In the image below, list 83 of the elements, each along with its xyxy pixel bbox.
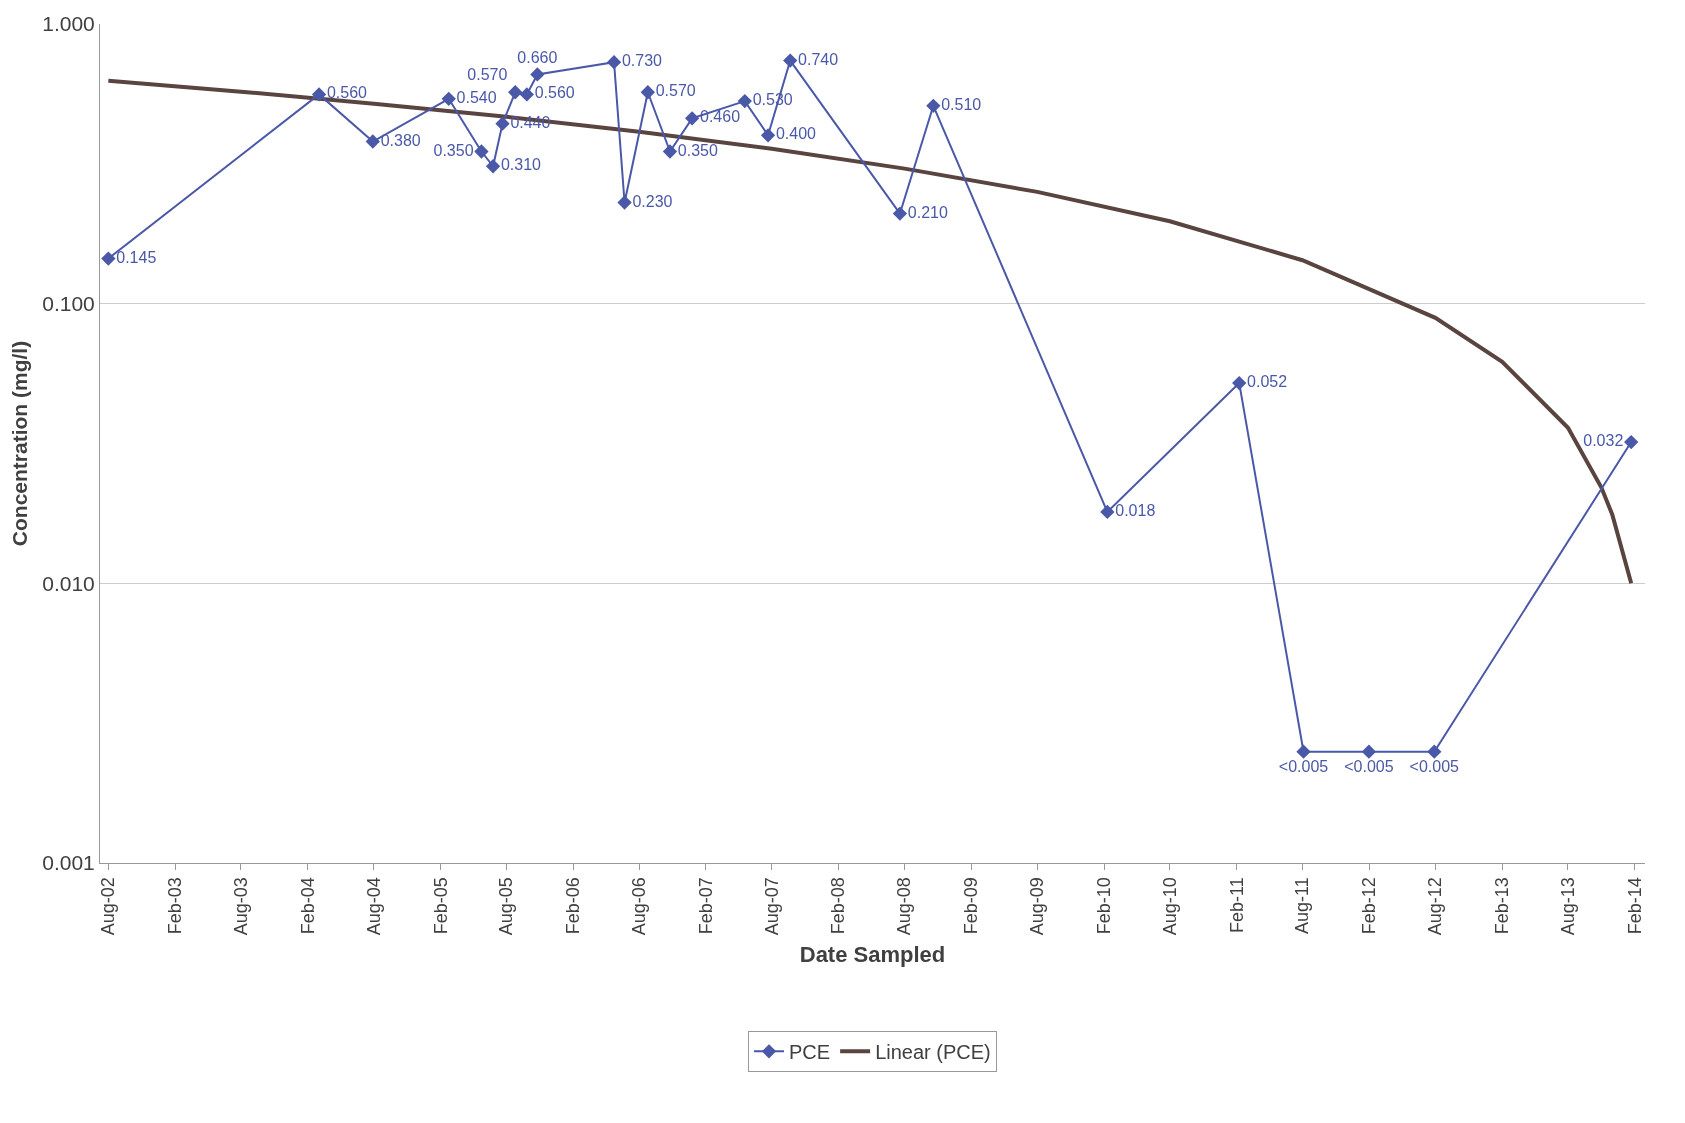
data-label: 0.210: [907, 203, 948, 221]
x-tick-label: Feb-04: [297, 877, 318, 935]
point: [684, 111, 700, 126]
y-tick-label: 0.001: [42, 851, 95, 875]
point: [441, 91, 456, 106]
data-label: 0.570: [655, 82, 696, 100]
y-tick-label: 0.010: [42, 571, 95, 595]
point: [926, 98, 941, 113]
x-tick-label: Aug-13: [1557, 877, 1578, 936]
data-label: <0.005: [1278, 757, 1329, 775]
point: [760, 128, 776, 143]
point: [1296, 744, 1311, 759]
x-tick-label: Feb-07: [695, 877, 716, 935]
data-label: 0.052: [1247, 373, 1288, 391]
legend-label: PCE: [789, 1041, 831, 1064]
point: [311, 87, 327, 102]
point: [1427, 744, 1442, 759]
data-label: <0.005: [1409, 757, 1460, 775]
data-label: 0.560: [534, 84, 575, 102]
x-tick-label: Aug-09: [1027, 877, 1048, 936]
data-label: 0.018: [1115, 501, 1156, 519]
point: [474, 144, 489, 159]
data-label: 0.560: [326, 84, 368, 102]
data-label: 0.145: [116, 248, 157, 266]
x-tick-label: Aug-04: [363, 877, 384, 936]
x-tick-label: Feb-08: [828, 877, 849, 935]
data-label: 0.310: [500, 156, 542, 174]
x-tick-label: Feb-12: [1359, 877, 1380, 935]
data-label: 0.380: [380, 131, 421, 149]
data-label: 0.510: [941, 95, 982, 113]
data-label: 0.032: [1583, 432, 1624, 450]
point: [519, 87, 534, 102]
x-tick-label: Aug-12: [1425, 877, 1446, 936]
x-tick-label: Feb-05: [430, 877, 451, 935]
point: [783, 53, 798, 68]
data-label: 0.230: [632, 192, 673, 210]
x-tick-label: Feb-11: [1226, 877, 1247, 933]
point: [365, 134, 380, 149]
point: [1624, 434, 1639, 450]
point: [1100, 504, 1115, 520]
y-tick-label: 0.100: [42, 292, 95, 316]
point: [737, 93, 752, 109]
data-label: 0.350: [677, 141, 718, 159]
x-tick-label: Aug-03: [230, 877, 251, 936]
x-tick-label: Aug-05: [496, 877, 517, 936]
x-tick-label: Aug-06: [628, 877, 649, 936]
point: [530, 67, 545, 82]
y-tick-label: 1.000: [42, 12, 95, 36]
x-tick-label: Aug-10: [1159, 877, 1180, 936]
data-label: 0.570: [467, 66, 508, 84]
x-tick-label: Aug-11: [1292, 877, 1313, 934]
x-tick-label: Aug-02: [98, 877, 119, 936]
data-label: 0.400: [775, 125, 817, 143]
data-label: 0.350: [433, 141, 474, 159]
x-axis-title: Date Sampled: [799, 942, 946, 968]
x-tick-label: Feb-14: [1624, 877, 1645, 935]
legend-label: Linear (PCE): [875, 1041, 991, 1064]
point: [640, 85, 655, 100]
point: [495, 116, 510, 131]
data-label: 0.460: [700, 108, 741, 126]
data-label: 0.740: [798, 50, 839, 68]
line-series: [106, 78, 1634, 586]
data-label: 0.730: [621, 52, 663, 70]
point: [1232, 375, 1247, 391]
data-label: <0.005: [1344, 757, 1394, 775]
x-tick-label: Aug-08: [894, 877, 915, 936]
x-tick-label: Feb-09: [961, 877, 982, 935]
y-axis-title: Concentration (mg/l): [8, 340, 32, 547]
x-tick-label: Feb-13: [1492, 877, 1513, 935]
point: [508, 85, 523, 100]
x-tick-label: Aug-07: [761, 877, 782, 936]
point: [1361, 744, 1377, 759]
point: [662, 144, 678, 159]
x-tick-label: Feb-10: [1093, 877, 1114, 935]
data-label: 0.660: [517, 48, 558, 66]
point: [892, 206, 908, 221]
point: [606, 55, 622, 70]
point: [485, 159, 501, 174]
point: [617, 195, 632, 210]
point: [101, 251, 116, 266]
x-tick-label: Feb-06: [563, 877, 584, 935]
data-label: 0.540: [456, 88, 497, 106]
x-tick-label: Feb-03: [165, 877, 186, 935]
